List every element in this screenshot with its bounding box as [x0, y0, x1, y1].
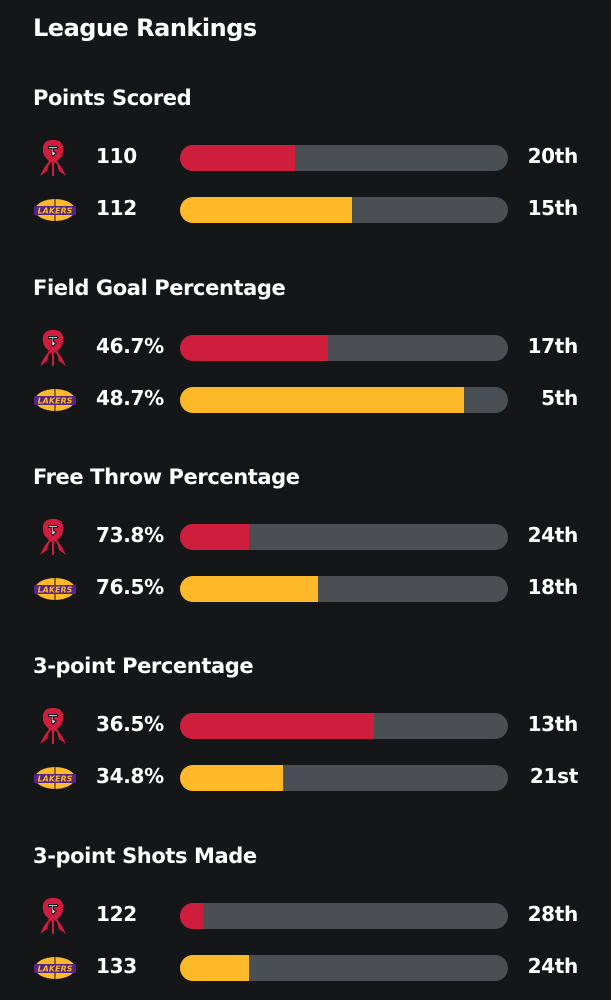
league-rank: 28th — [527, 902, 579, 926]
ranking-bar-fill — [180, 524, 249, 550]
ranking-bar — [180, 576, 508, 602]
ranking-bar-fill — [180, 145, 295, 171]
stat-row-rockets: 110 20th — [0, 138, 611, 178]
league-rank: 24th — [527, 954, 579, 978]
lakers-logo-text: LAKERS — [38, 965, 73, 974]
stat-value: 110 — [96, 144, 137, 168]
houston-rockets-logo-icon — [32, 517, 78, 557]
lakers-logo-text: LAKERS — [38, 586, 73, 595]
stat-value: 46.7% — [96, 334, 164, 358]
houston-rockets-logo-icon — [32, 138, 78, 178]
stat-row-lakers: LAKERS 34.8% 21st — [0, 758, 611, 798]
houston-rockets-logo-icon — [32, 896, 78, 936]
la-lakers-logo-icon: LAKERS — [32, 948, 78, 988]
lakers-logo-text: LAKERS — [38, 775, 73, 784]
ranking-bar-fill — [180, 955, 249, 981]
league-rank: 17th — [527, 334, 579, 358]
ranking-bar — [180, 387, 508, 413]
stat-value: 112 — [96, 196, 137, 220]
stat-value: 34.8% — [96, 764, 164, 788]
section-title: 3-point Percentage — [33, 654, 254, 678]
league-rank: 13th — [527, 712, 579, 736]
league-rank: 5th — [541, 386, 578, 410]
section-title: Points Scored — [33, 86, 192, 110]
ranking-bar — [180, 765, 508, 791]
ranking-bar — [180, 713, 508, 739]
ranking-bar — [180, 524, 508, 550]
ranking-bar — [180, 197, 508, 223]
stat-value: 73.8% — [96, 523, 164, 547]
ranking-bar-fill — [180, 335, 328, 361]
stat-value: 76.5% — [96, 575, 164, 599]
stat-row-lakers: LAKERS 112 15th — [0, 190, 611, 230]
ranking-bar — [180, 903, 508, 929]
stat-value: 48.7% — [96, 386, 164, 410]
ranking-bar-fill — [180, 387, 464, 413]
stat-row-lakers: LAKERS 76.5% 18th — [0, 569, 611, 609]
lakers-logo-text: LAKERS — [38, 207, 73, 216]
ranking-bar-fill — [180, 197, 353, 223]
stat-row-rockets: 46.7% 17th — [0, 328, 611, 368]
league-rank: 18th — [527, 575, 579, 599]
ranking-bar-fill — [180, 576, 318, 602]
la-lakers-logo-icon: LAKERS — [32, 380, 78, 420]
stat-value: 122 — [96, 902, 137, 926]
section-title: Field Goal Percentage — [33, 276, 286, 300]
stat-row-rockets: 122 28th — [0, 896, 611, 936]
section-title: 3-point Shots Made — [33, 844, 257, 868]
page-title: League Rankings — [33, 14, 257, 42]
ranking-bar-fill — [180, 903, 203, 929]
la-lakers-logo-icon: LAKERS — [32, 569, 78, 609]
league-rank: 21st — [529, 764, 578, 788]
stat-row-lakers: LAKERS 133 24th — [0, 948, 611, 988]
ranking-bar — [180, 145, 508, 171]
league-rank: 15th — [527, 196, 579, 220]
stat-value: 133 — [96, 954, 137, 978]
ranking-bar-fill — [180, 713, 374, 739]
stat-row-lakers: LAKERS 48.7% 5th — [0, 380, 611, 420]
la-lakers-logo-icon: LAKERS — [32, 190, 78, 230]
stat-row-rockets: 73.8% 24th — [0, 517, 611, 557]
lakers-logo-text: LAKERS — [38, 397, 73, 406]
houston-rockets-logo-icon — [32, 706, 78, 746]
la-lakers-logo-icon: LAKERS — [32, 758, 78, 798]
ranking-bar — [180, 335, 508, 361]
houston-rockets-logo-icon — [32, 328, 78, 368]
stat-value: 36.5% — [96, 712, 164, 736]
ranking-bar-fill — [180, 765, 284, 791]
stat-row-rockets: 36.5% 13th — [0, 706, 611, 746]
section-title: Free Throw Percentage — [33, 465, 300, 489]
ranking-bar — [180, 955, 508, 981]
league-rank: 20th — [527, 144, 579, 168]
league-rank: 24th — [527, 523, 579, 547]
